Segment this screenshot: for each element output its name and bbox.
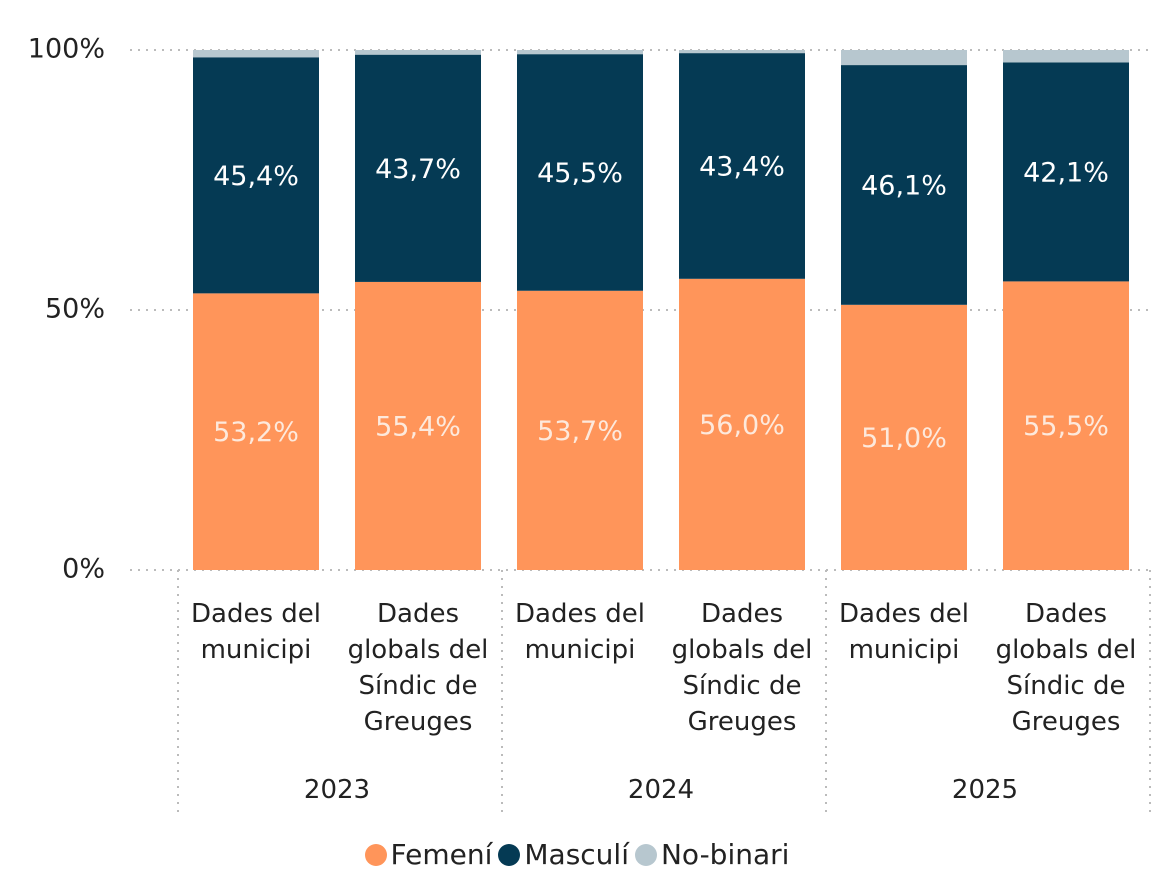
bar-segment [193, 293, 319, 570]
group-label: 2024 [627, 775, 695, 805]
group-label: 2025 [951, 775, 1019, 805]
legend-swatch [498, 843, 521, 866]
bar-segment [841, 304, 967, 570]
bar-segment [355, 54, 481, 282]
data-label: 55,4% [375, 411, 461, 442]
legend-label: Femení [390, 838, 493, 871]
y-tick-label: 100% [28, 34, 105, 65]
data-label: 45,5% [537, 158, 623, 189]
x-tick-label: Dades globals del Síndic de Greuges [671, 599, 813, 737]
bar-segment [517, 54, 643, 291]
bar-segment [1003, 62, 1129, 282]
bar-segment [517, 50, 643, 55]
y-tick-label: 50% [45, 294, 105, 325]
legend-item: Masculí [498, 838, 629, 871]
data-label: 42,1% [1023, 157, 1109, 188]
data-label: 53,2% [213, 417, 299, 448]
data-label: 43,7% [375, 154, 461, 185]
data-label: 43,4% [699, 151, 785, 182]
legend: Femení Masculí No-binari [0, 838, 1154, 871]
data-label: 51,0% [861, 423, 947, 454]
bar-segment [193, 57, 319, 294]
bar-segment [517, 290, 643, 570]
legend-item: Femení [364, 838, 493, 871]
x-tick-label: Dades del municipi [515, 599, 645, 665]
bar-segment [1003, 281, 1129, 570]
legend-swatch [634, 843, 657, 866]
data-label: 56,0% [699, 410, 785, 441]
data-label: 45,4% [213, 161, 299, 192]
x-tick-label: Dades del municipi [839, 599, 969, 665]
legend-item: No-binari [634, 838, 790, 871]
x-tick-label: Dades globals del Síndic de Greuges [995, 599, 1137, 737]
group-label: 2023 [303, 775, 371, 805]
bar-segment [679, 50, 805, 54]
bar-segment [679, 53, 805, 279]
x-tick-label: Dades globals del Síndic de Greuges [347, 599, 489, 737]
legend-swatch [364, 843, 387, 866]
bar-segment [355, 281, 481, 570]
bar-segment [841, 50, 967, 66]
bar-segment [1003, 50, 1129, 63]
bar-segment [841, 65, 967, 305]
data-label: 53,7% [537, 416, 623, 447]
bar-segment [355, 50, 481, 55]
bar-segment [679, 278, 805, 570]
x-tick-label: Dades del municipi [191, 599, 321, 665]
legend-label: No-binari [660, 838, 790, 871]
y-tick-label: 0% [62, 554, 105, 585]
data-label: 46,1% [861, 170, 947, 201]
legend-label: Masculí [524, 838, 629, 871]
data-label: 55,5% [1023, 411, 1109, 442]
bar-segment [193, 50, 319, 58]
